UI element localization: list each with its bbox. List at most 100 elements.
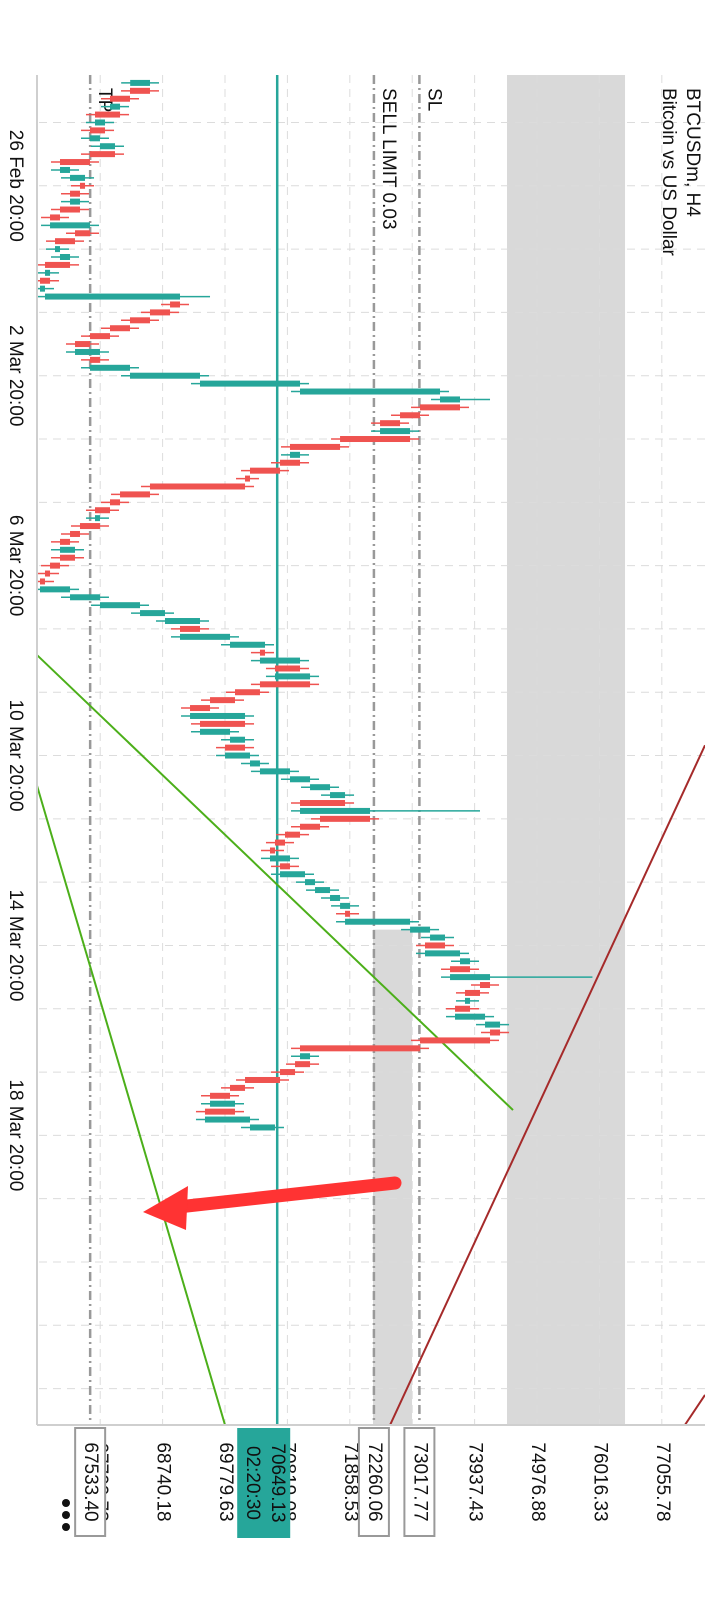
candle-body (300, 807, 371, 814)
chart-subtitle: Bitcoin vs US Dollar (658, 88, 679, 257)
candle-body (289, 776, 311, 783)
candle-body (300, 1053, 311, 1060)
y-tick-label: 76016.33 (589, 1442, 610, 1521)
candle-body (259, 768, 290, 775)
candle-body (40, 578, 45, 585)
candle-body (410, 926, 431, 933)
candle-body (50, 222, 91, 229)
candle-body (340, 436, 411, 443)
candle-body (190, 712, 246, 719)
candle-body (44, 293, 181, 300)
candle-body (90, 364, 130, 371)
y-tick-label: 71858.53 (340, 1442, 361, 1521)
candle-body (140, 610, 165, 617)
candle-body (345, 910, 351, 917)
candle-body (110, 499, 121, 506)
candle-body (90, 135, 100, 142)
candle-body (164, 618, 200, 625)
candle-body (300, 1045, 421, 1052)
candle-body (420, 404, 461, 411)
candle-body (269, 847, 275, 854)
candle-body (110, 95, 130, 102)
candle-body (170, 301, 181, 308)
candle-body (455, 1013, 486, 1020)
candle-body (70, 190, 80, 197)
candle-body (450, 974, 491, 981)
candle-body (315, 887, 331, 894)
annotation-arrow (171, 1176, 402, 1214)
candle-body (190, 705, 211, 712)
candle-body (130, 79, 150, 86)
x-tick-label: 2 Mar 20:00 (5, 325, 26, 426)
candle-body (210, 1100, 235, 1107)
candle-body (40, 277, 51, 284)
candle-body (149, 309, 171, 316)
candle-body (295, 1061, 311, 1068)
level-name: SL (423, 88, 444, 111)
candle-body (59, 166, 71, 173)
level-name: SELL LIMIT 0.03 (378, 88, 399, 230)
candle-body (280, 459, 301, 466)
trend-line (684, 1394, 705, 1425)
candle-body (280, 871, 305, 878)
candle-body (300, 823, 321, 830)
price-box-label: 73017.77 (409, 1442, 430, 1521)
bid-price: 70649.13 (267, 1443, 288, 1522)
candle-body (425, 950, 461, 957)
candle-body (44, 269, 51, 276)
candle-body (75, 230, 91, 237)
candle-body (59, 554, 76, 561)
candle-body (180, 633, 231, 640)
candle-body (230, 1084, 246, 1091)
x-tick-label: 18 Mar 20:00 (5, 1079, 26, 1191)
price-box (403, 1427, 436, 1537)
candle-body (59, 159, 91, 166)
candle-body (110, 103, 121, 110)
candle-body (50, 214, 60, 221)
candle-body (199, 720, 246, 727)
candle-body (204, 1116, 251, 1123)
candle-body (340, 902, 351, 909)
candle-body (289, 443, 341, 450)
candle-body (464, 989, 480, 996)
dot (62, 1511, 70, 1519)
price-box-label: 67533.40 (80, 1442, 101, 1521)
candle-body (450, 966, 471, 973)
annotation-arrowhead (143, 1186, 188, 1230)
candle-body (490, 1029, 501, 1036)
candle-body (79, 182, 86, 189)
candle-body (259, 657, 301, 664)
candle-body (330, 894, 341, 901)
bid-box (237, 1428, 291, 1538)
candle-body (90, 127, 106, 134)
candle-body (94, 507, 111, 514)
candle-body (129, 372, 200, 379)
candle-body (50, 562, 60, 569)
candle-body (289, 451, 301, 458)
candle-body (94, 111, 121, 118)
candle-body (304, 879, 316, 886)
candle-body (75, 348, 100, 355)
price-box (74, 1427, 107, 1537)
dot (62, 1523, 70, 1531)
candle-body (129, 317, 150, 324)
y-tick-label: 73937.43 (465, 1442, 486, 1521)
candle-body (485, 1021, 501, 1028)
candle-body (310, 784, 331, 791)
candle-body (70, 174, 86, 181)
candle-body (274, 839, 286, 846)
candle-body (90, 356, 100, 363)
x-tick-label: 14 Mar 20:00 (5, 889, 26, 1001)
menu-dots[interactable] (62, 1499, 70, 1531)
candle-body (94, 515, 100, 522)
candle-body (464, 997, 471, 1004)
candle-body (234, 689, 260, 696)
trend-line (389, 744, 705, 1425)
candle-body (210, 697, 235, 704)
price-box (357, 1427, 390, 1537)
candle-body (420, 1037, 491, 1044)
bid-timer: 02:20:30 (242, 1446, 263, 1520)
